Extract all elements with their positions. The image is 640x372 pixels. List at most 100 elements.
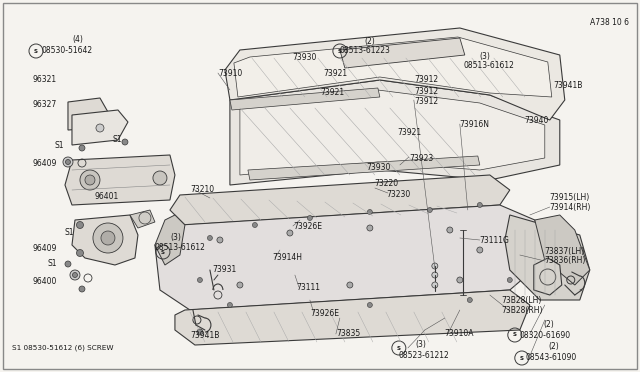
Text: S: S — [397, 346, 401, 350]
Text: 73837(LH): 73837(LH) — [545, 247, 585, 256]
Text: 08513-61223: 08513-61223 — [340, 45, 391, 55]
Text: 08513-61612: 08513-61612 — [464, 61, 515, 70]
Circle shape — [347, 282, 353, 288]
Circle shape — [197, 329, 203, 335]
Polygon shape — [130, 210, 155, 228]
Text: 08523-61212: 08523-61212 — [399, 350, 449, 359]
Text: 73923: 73923 — [409, 154, 433, 163]
Circle shape — [93, 223, 123, 253]
Text: 73912: 73912 — [414, 74, 438, 83]
Text: A738 10 6: A738 10 6 — [590, 17, 628, 26]
Text: S: S — [161, 250, 165, 254]
Text: 73914(RH): 73914(RH) — [550, 202, 591, 212]
Text: 73912: 73912 — [414, 96, 438, 106]
Polygon shape — [505, 215, 590, 300]
Circle shape — [237, 282, 243, 288]
Circle shape — [252, 222, 257, 228]
Text: 73220: 73220 — [374, 179, 398, 187]
Text: 73940: 73940 — [525, 115, 549, 125]
Text: 73836(RH): 73836(RH) — [545, 257, 586, 266]
Circle shape — [76, 250, 83, 257]
Circle shape — [76, 221, 83, 228]
Polygon shape — [72, 215, 138, 265]
Polygon shape — [170, 175, 510, 225]
Text: 73921: 73921 — [397, 128, 421, 137]
Text: 73941B: 73941B — [190, 330, 220, 340]
Circle shape — [79, 286, 85, 292]
Polygon shape — [230, 88, 380, 110]
Text: 73930: 73930 — [366, 163, 390, 171]
Polygon shape — [535, 215, 590, 285]
Polygon shape — [225, 28, 564, 120]
Text: (3): (3) — [416, 340, 427, 350]
Text: 96321: 96321 — [33, 74, 57, 83]
Circle shape — [457, 277, 463, 283]
Text: S: S — [513, 333, 516, 337]
Polygon shape — [72, 110, 128, 145]
Text: 08530-51642: 08530-51642 — [42, 45, 93, 55]
Circle shape — [65, 261, 71, 267]
Text: 96327: 96327 — [33, 99, 57, 109]
Circle shape — [447, 227, 453, 233]
Circle shape — [428, 208, 433, 212]
Text: 73111: 73111 — [296, 282, 320, 292]
Circle shape — [63, 157, 73, 167]
Text: 96409: 96409 — [33, 158, 58, 167]
Text: 08513-61612: 08513-61612 — [155, 243, 206, 251]
Polygon shape — [534, 258, 562, 295]
Circle shape — [508, 278, 512, 282]
Polygon shape — [234, 37, 552, 97]
Circle shape — [80, 170, 100, 190]
Polygon shape — [230, 80, 560, 185]
Text: 73926E: 73926E — [293, 221, 322, 231]
Circle shape — [367, 302, 372, 308]
Text: 73835: 73835 — [336, 330, 360, 339]
Circle shape — [367, 225, 373, 231]
Text: 96401: 96401 — [95, 192, 119, 201]
Text: 73930: 73930 — [292, 52, 316, 61]
Polygon shape — [65, 155, 175, 205]
Text: 73B28(RH): 73B28(RH) — [502, 307, 543, 315]
Circle shape — [197, 278, 202, 282]
Circle shape — [207, 235, 212, 241]
Circle shape — [85, 175, 95, 185]
Text: 73916N: 73916N — [460, 119, 490, 128]
Circle shape — [70, 270, 80, 280]
Text: 96409: 96409 — [33, 244, 58, 253]
Text: 73910A: 73910A — [445, 330, 474, 339]
Text: 08320-61690: 08320-61690 — [520, 330, 571, 340]
Text: S1 08530-51612 (6) SCREW: S1 08530-51612 (6) SCREW — [12, 345, 113, 351]
Polygon shape — [68, 98, 108, 130]
Polygon shape — [340, 38, 465, 68]
Polygon shape — [175, 290, 530, 345]
Circle shape — [287, 230, 293, 236]
Text: S1: S1 — [113, 135, 122, 144]
Text: 73111G: 73111G — [480, 235, 509, 244]
Text: 73914H: 73914H — [272, 253, 302, 263]
Circle shape — [96, 124, 104, 132]
Polygon shape — [240, 90, 545, 175]
Text: 73210: 73210 — [190, 185, 214, 193]
Circle shape — [467, 298, 472, 302]
Text: S: S — [34, 48, 38, 54]
Circle shape — [101, 231, 115, 245]
Text: S: S — [520, 356, 524, 360]
Text: (3): (3) — [170, 232, 181, 241]
Circle shape — [477, 247, 483, 253]
Text: 08543-61090: 08543-61090 — [526, 353, 577, 362]
Circle shape — [72, 273, 77, 278]
Circle shape — [65, 160, 70, 164]
Text: S1: S1 — [48, 259, 58, 267]
Text: (2): (2) — [544, 321, 554, 330]
Polygon shape — [155, 215, 185, 265]
Text: 73941B: 73941B — [554, 80, 583, 90]
Circle shape — [367, 209, 372, 215]
Text: (4): (4) — [72, 35, 83, 44]
Text: 73B28(LH): 73B28(LH) — [502, 296, 542, 305]
Text: 73910: 73910 — [218, 68, 242, 77]
Text: 73921: 73921 — [320, 87, 344, 96]
Circle shape — [153, 171, 167, 185]
Text: 73931: 73931 — [212, 266, 236, 275]
Text: 73230: 73230 — [386, 189, 410, 199]
Circle shape — [432, 272, 438, 278]
